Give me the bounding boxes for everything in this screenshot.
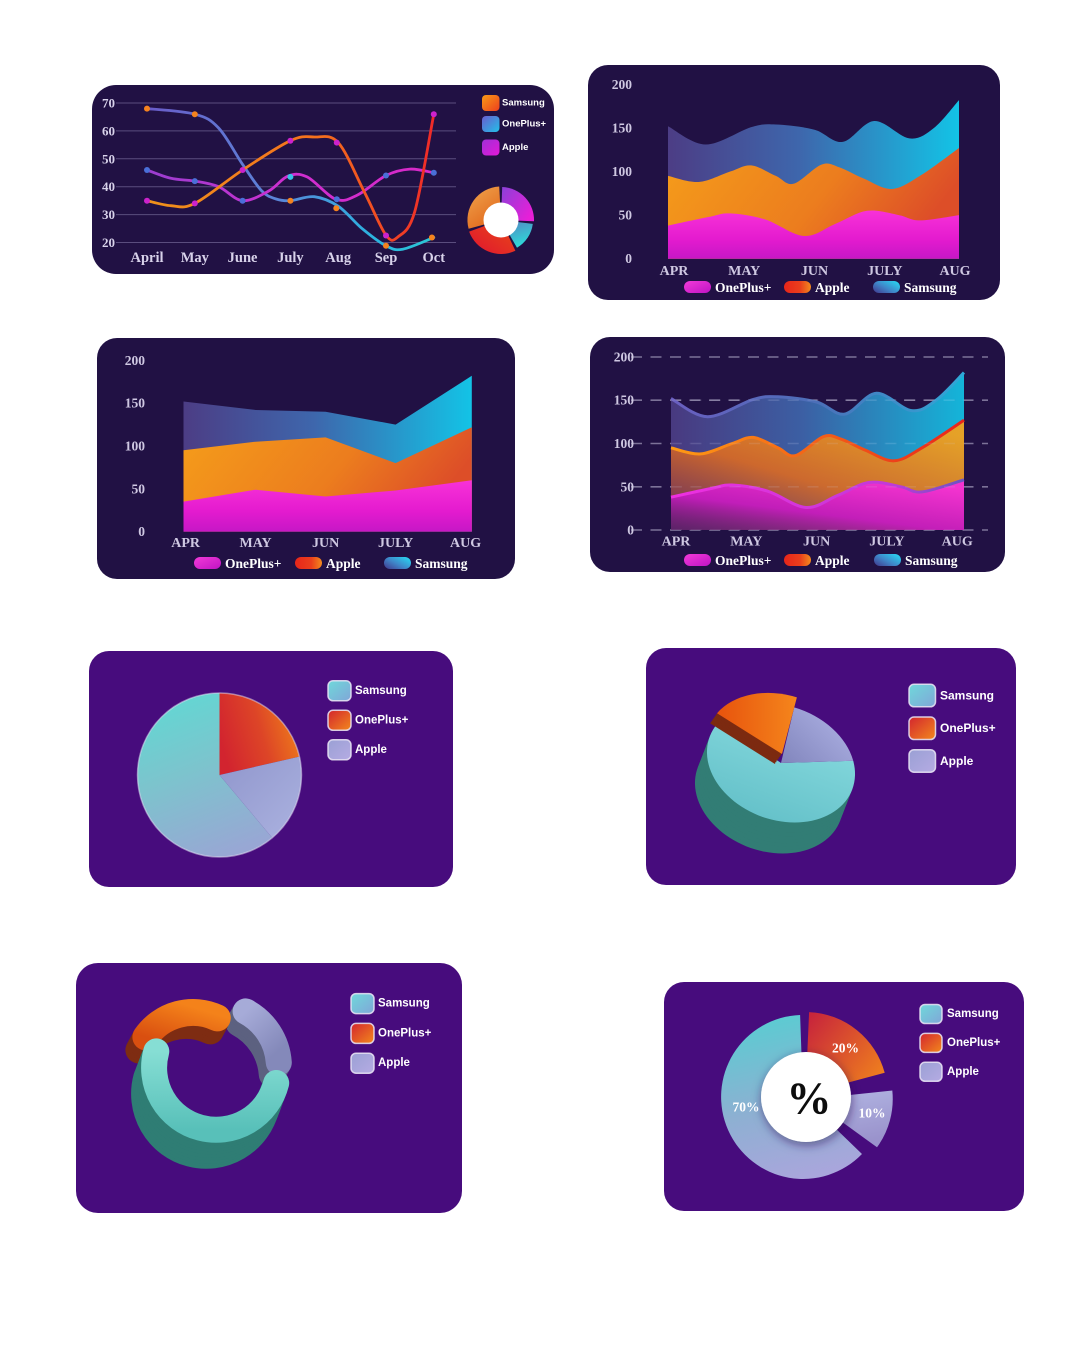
- svg-text:May: May: [181, 250, 210, 266]
- svg-text:AUG: AUG: [942, 535, 973, 550]
- svg-text:MAY: MAY: [730, 535, 762, 550]
- svg-text:Samsung: Samsung: [378, 998, 430, 1010]
- svg-text:Samsung: Samsung: [905, 553, 958, 568]
- svg-text:Aug: Aug: [325, 250, 352, 266]
- svg-text:OnePlus+: OnePlus+: [355, 714, 409, 726]
- svg-text:40: 40: [102, 179, 115, 194]
- svg-text:30: 30: [102, 207, 115, 222]
- svg-text:JUN: JUN: [801, 264, 828, 279]
- svg-text:50: 50: [621, 479, 635, 494]
- svg-text:100: 100: [614, 436, 635, 451]
- svg-text:%: %: [787, 1074, 832, 1124]
- svg-text:200: 200: [125, 353, 146, 368]
- svg-text:150: 150: [125, 396, 146, 411]
- svg-text:60: 60: [102, 123, 115, 138]
- svg-text:Apple: Apple: [815, 553, 850, 568]
- svg-text:OnePlus+: OnePlus+: [715, 553, 771, 568]
- svg-text:JULY: JULY: [869, 535, 904, 550]
- svg-text:50: 50: [132, 481, 146, 496]
- svg-text:OnePlus+: OnePlus+: [225, 556, 281, 571]
- svg-text:AUG: AUG: [939, 264, 970, 279]
- svg-text:Apple: Apple: [326, 556, 361, 571]
- svg-text:200: 200: [614, 350, 635, 365]
- svg-text:June: June: [228, 250, 258, 266]
- svg-text:0: 0: [627, 523, 634, 538]
- svg-text:April: April: [130, 250, 163, 266]
- svg-text:Samsung: Samsung: [940, 689, 994, 703]
- svg-text:Oct: Oct: [423, 250, 446, 266]
- svg-text:Samsung: Samsung: [947, 1008, 999, 1020]
- svg-text:Apple: Apple: [355, 744, 387, 756]
- svg-text:10%: 10%: [859, 1106, 886, 1121]
- svg-text:Samsung: Samsung: [355, 685, 407, 697]
- svg-text:AUG: AUG: [450, 536, 481, 551]
- svg-text:20: 20: [102, 235, 115, 250]
- svg-text:MAY: MAY: [240, 536, 272, 551]
- svg-text:JUN: JUN: [803, 535, 830, 550]
- svg-text:Apple: Apple: [940, 754, 974, 768]
- svg-text:Samsung: Samsung: [502, 98, 545, 109]
- svg-text:Apple: Apple: [502, 142, 528, 153]
- svg-text:150: 150: [612, 121, 633, 136]
- svg-text:70%: 70%: [733, 1100, 760, 1115]
- svg-text:Samsung: Samsung: [415, 556, 468, 571]
- svg-text:JULY: JULY: [867, 264, 902, 279]
- svg-text:20%: 20%: [832, 1041, 859, 1056]
- svg-text:OnePlus+: OnePlus+: [378, 1027, 432, 1039]
- svg-text:JULY: JULY: [378, 536, 413, 551]
- svg-text:OnePlus+: OnePlus+: [715, 280, 771, 295]
- svg-text:July: July: [277, 250, 304, 266]
- svg-text:70: 70: [102, 96, 115, 111]
- svg-text:APR: APR: [660, 264, 690, 279]
- svg-text:JUN: JUN: [312, 536, 339, 551]
- svg-text:150: 150: [614, 393, 635, 408]
- svg-text:200: 200: [612, 77, 633, 92]
- svg-text:0: 0: [625, 251, 632, 266]
- svg-text:MAY: MAY: [728, 264, 760, 279]
- svg-text:Sep: Sep: [375, 250, 398, 266]
- svg-text:0: 0: [138, 524, 145, 539]
- svg-text:100: 100: [125, 439, 146, 454]
- svg-text:Apple: Apple: [947, 1066, 979, 1078]
- svg-text:Apple: Apple: [378, 1057, 410, 1069]
- svg-text:50: 50: [619, 208, 633, 223]
- svg-text:50: 50: [102, 151, 115, 166]
- svg-text:OnePlus+: OnePlus+: [940, 721, 996, 735]
- svg-text:APR: APR: [662, 535, 692, 550]
- svg-text:OnePlus+: OnePlus+: [947, 1037, 1001, 1049]
- svg-text:Samsung: Samsung: [904, 280, 957, 295]
- svg-text:OnePlus+: OnePlus+: [502, 119, 547, 130]
- svg-text:Apple: Apple: [815, 280, 850, 295]
- svg-text:APR: APR: [171, 536, 201, 551]
- svg-text:100: 100: [612, 164, 633, 179]
